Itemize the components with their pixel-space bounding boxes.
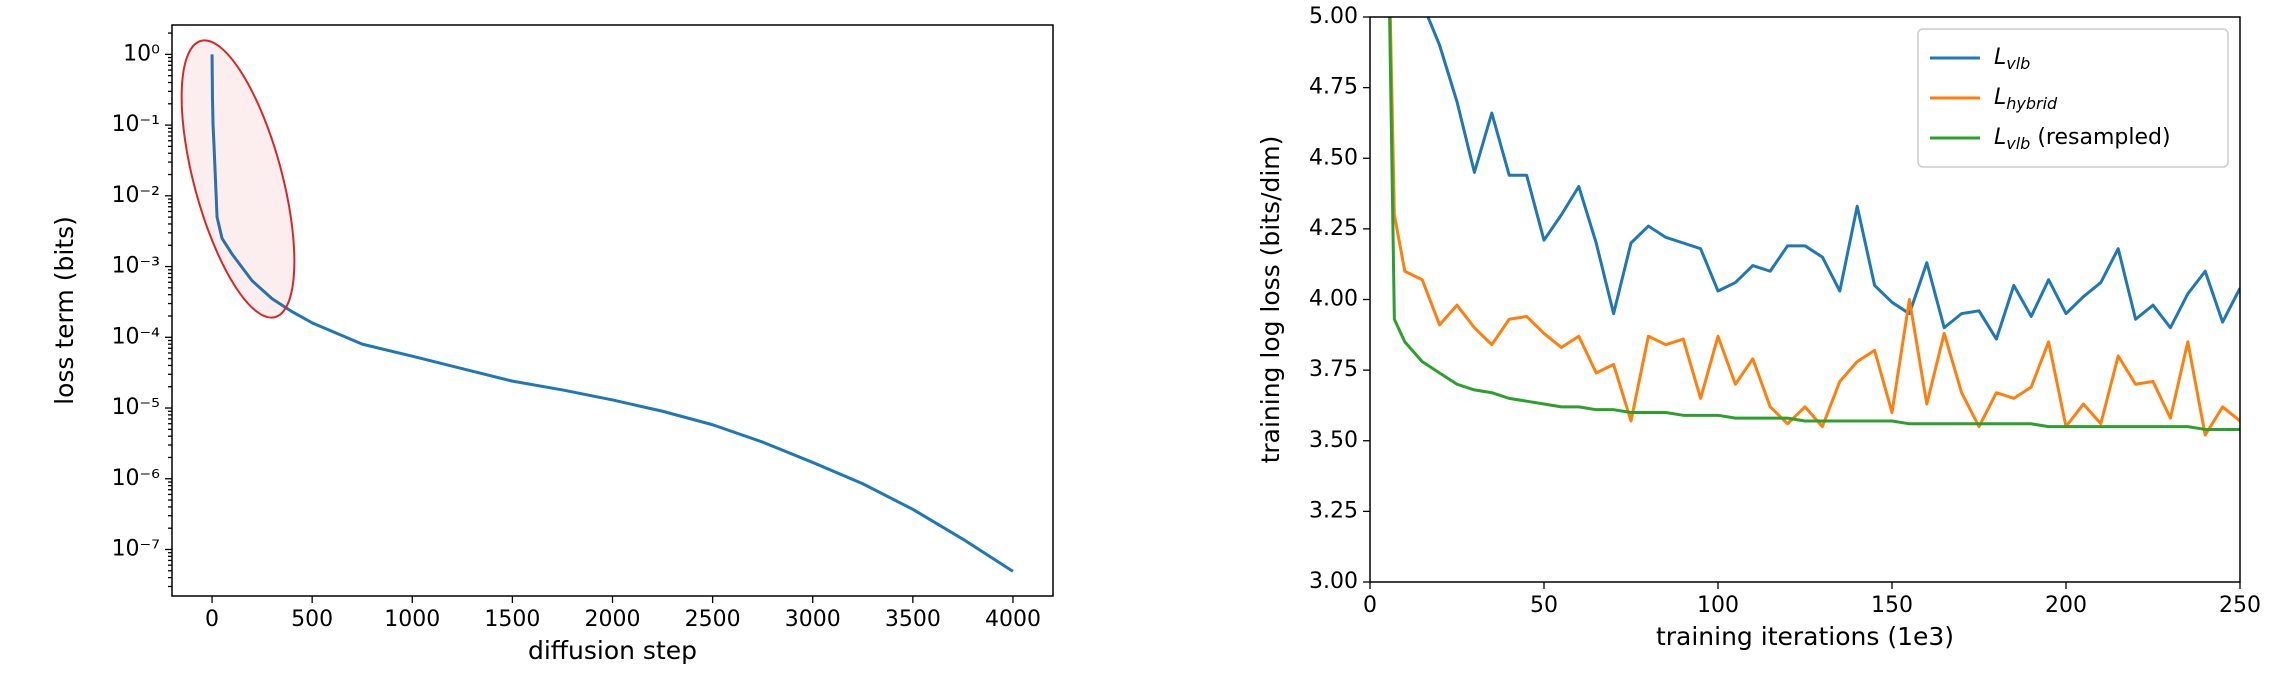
legend-label: Lhybrid — [1994, 85, 2058, 113]
legend-label: Lvlb (resampled) — [1994, 125, 2171, 153]
y-tick-label: 5.00 — [1309, 4, 1358, 29]
x-tick-label: 3500 — [885, 607, 941, 632]
right-chart: 0 50 100 150 200 250 3.00 3.25 3.50 3.75 4.00 4.25 4… — [1256, 4, 2261, 651]
left-chart: 0 500 1000 1500 2000 2500 3000 3500 4000 10⁻⁷ 10⁻⁶… — [50, 24, 1054, 665]
y-axis-label: training log loss (bits/dim) — [1256, 136, 1285, 464]
plot-frame — [171, 24, 1054, 597]
y-tick-label: 10⁰ — [123, 41, 160, 66]
x-tick-label: 100 — [1697, 593, 1739, 618]
y-tick-label: 10⁻⁴ — [112, 324, 161, 349]
series-line — [210, 54, 1014, 573]
x-tick-label: 250 — [2219, 593, 2261, 618]
y-tick-label: 4.25 — [1309, 216, 1358, 241]
x-tick-label: 200 — [2045, 593, 2087, 618]
x-tick-label: 3000 — [785, 607, 841, 632]
y-tick-label: 10⁻² — [112, 183, 160, 208]
x-tick-label: 1000 — [384, 607, 440, 632]
y-tick-label: 10⁻¹ — [112, 112, 160, 137]
x-tick-label: 150 — [1871, 593, 1913, 618]
x-tick-label: 2000 — [585, 607, 641, 632]
legend-box — [1917, 28, 2229, 168]
highlight-ellipse — [180, 39, 296, 319]
x-tick-label: 50 — [1530, 593, 1558, 618]
legend-label: Lvlb — [1994, 45, 2030, 73]
y-tick-label: 10⁻⁶ — [112, 466, 161, 491]
y-tick-label: 4.00 — [1309, 287, 1358, 312]
y-tick-label: 10⁻³ — [112, 254, 160, 279]
y-tick-label: 4.75 — [1309, 75, 1358, 100]
y-tick-label: 3.75 — [1309, 357, 1358, 382]
x-tick-label: 2500 — [685, 607, 741, 632]
series-line — [1388, 17, 2240, 431]
y-tick-label: 10⁻⁷ — [112, 536, 160, 561]
series-line — [1426, 17, 2240, 341]
x-tick-label: 4000 — [985, 607, 1041, 632]
y-tick-label: 10⁻⁵ — [112, 395, 160, 420]
y-tick-label: 3.00 — [1309, 569, 1358, 594]
series-line — [1388, 17, 2240, 437]
y-tick-label: 4.50 — [1309, 145, 1358, 170]
x-axis-label: training iterations (1e3) — [1656, 622, 1954, 651]
x-tick-label: 500 — [291, 607, 333, 632]
x-tick-label: 0 — [1363, 593, 1377, 618]
x-axis-label: diffusion step — [528, 636, 697, 665]
x-tick-label: 1500 — [484, 607, 540, 632]
y-tick-label: 3.25 — [1309, 498, 1358, 523]
x-tick-label: 0 — [205, 607, 219, 632]
y-axis-label: loss term (bits) — [50, 216, 79, 405]
y-tick-label: 3.50 — [1309, 428, 1358, 453]
